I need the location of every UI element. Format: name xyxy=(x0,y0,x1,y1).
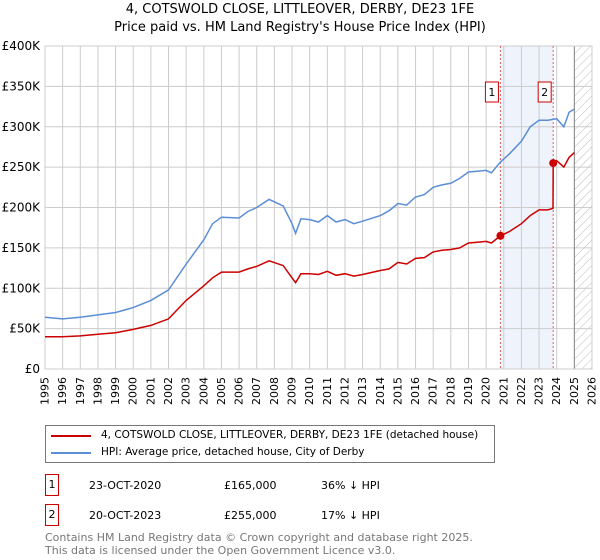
legend-label-hpi: HPI: Average price, detached house, City… xyxy=(101,446,365,458)
y-tick-label: £350K xyxy=(2,79,42,93)
legend-swatch-hpi xyxy=(51,451,91,454)
y-tick-label: £0 xyxy=(25,362,40,376)
x-tick-label: 2015 xyxy=(391,377,404,405)
x-tick-label: 2014 xyxy=(374,377,387,405)
x-tick-label: 2008 xyxy=(268,377,281,405)
property-price-line xyxy=(45,152,575,338)
x-tick-label: 2006 xyxy=(233,377,246,405)
y-tick-label: £150K xyxy=(2,241,42,255)
sale-marker-box xyxy=(537,81,552,103)
x-tick-label: 2004 xyxy=(197,377,210,405)
x-tick-label: 1998 xyxy=(91,377,104,405)
footer: Contains HM Land Registry data © Crown c… xyxy=(45,531,473,557)
chart-subtitle: Price paid vs. HM Land Registry's House … xyxy=(114,20,486,35)
y-tick-label: £250K xyxy=(2,160,42,174)
y-tick-label: £100K xyxy=(2,281,42,295)
transaction-number: 1 xyxy=(45,474,59,496)
x-tick-label: 2011 xyxy=(321,377,334,405)
x-tick-label: 2000 xyxy=(127,377,140,405)
transaction-row: 2 20-OCT-2023 £255,000 17% ↓ HPI xyxy=(45,504,380,526)
legend: 4, COTSWOLD CLOSE, LITTLEOVER, DERBY, DE… xyxy=(45,425,495,463)
legend-swatch-property xyxy=(51,434,91,437)
legend-label-property: 4, COTSWOLD CLOSE, LITTLEOVER, DERBY, DE… xyxy=(101,429,479,441)
x-tick-label: 1996 xyxy=(56,377,69,405)
transaction-price: £255,000 xyxy=(224,508,277,522)
x-tick-label: 2025 xyxy=(568,377,581,405)
x-tick-label: 2023 xyxy=(533,377,546,405)
x-tick-label: 2013 xyxy=(356,377,369,405)
transaction-price: £165,000 xyxy=(224,478,277,492)
footer-line: This data is licensed under the Open Gov… xyxy=(45,544,396,557)
x-tick-label: 2001 xyxy=(144,377,157,405)
sale-point xyxy=(549,159,558,168)
y-tick-label: £400K xyxy=(2,39,42,53)
y-tick-label: £300K xyxy=(2,120,42,134)
x-tick-label: 1997 xyxy=(74,377,87,405)
x-tick-label: 2022 xyxy=(515,377,528,405)
x-tick-label: 2017 xyxy=(427,377,440,405)
chart-title: 4, COTSWOLD CLOSE, LITTLEOVER, DERBY, DE… xyxy=(125,2,475,17)
transaction-number: 2 xyxy=(45,504,59,526)
transaction-hpi: 36% ↓ HPI xyxy=(321,478,380,492)
x-tick-label: 1999 xyxy=(109,377,122,405)
transaction-row: 1 23-OCT-2020 £165,000 36% ↓ HPI xyxy=(45,474,380,496)
x-tick-label: 2024 xyxy=(550,377,563,405)
transaction-date: 23-OCT-2020 xyxy=(89,478,162,492)
x-tick-label: 2007 xyxy=(250,377,263,405)
y-tick-label: £50K xyxy=(9,322,41,336)
sale-marker-box xyxy=(484,81,499,103)
x-tick-label: 2010 xyxy=(303,377,316,405)
hpi-line xyxy=(44,108,575,320)
x-tick-label: 2018 xyxy=(444,377,457,405)
x-tick-label: 2016 xyxy=(409,377,422,405)
x-tick-label: 2009 xyxy=(286,377,299,405)
x-tick-label: 2002 xyxy=(162,377,175,405)
x-tick-label: 2012 xyxy=(338,377,351,405)
x-tick-label: 1995 xyxy=(39,377,52,405)
x-tick-label: 2026 xyxy=(586,377,599,405)
price-chart: 1995 1996 1997 1998 1999 2000 2001 2002 2003 2004… xyxy=(2,39,599,405)
transaction-hpi: 17% ↓ HPI xyxy=(321,508,380,522)
transaction-date: 20-OCT-2023 xyxy=(89,508,162,522)
y-tick-label: £200K xyxy=(2,201,42,215)
x-tick-label: 2020 xyxy=(480,377,493,405)
x-tick-label: 2019 xyxy=(462,377,475,405)
x-tick-label: 2005 xyxy=(215,377,228,405)
sale-marker-label: 1 xyxy=(488,86,495,99)
plot-border xyxy=(44,45,593,370)
x-tick-label: 2003 xyxy=(180,377,193,405)
x-tick-label: 2021 xyxy=(497,377,510,405)
footer-line: Contains HM Land Registry data © Crown c… xyxy=(45,531,473,544)
sale-marker-label: 2 xyxy=(541,86,548,99)
sale-point xyxy=(496,231,505,240)
